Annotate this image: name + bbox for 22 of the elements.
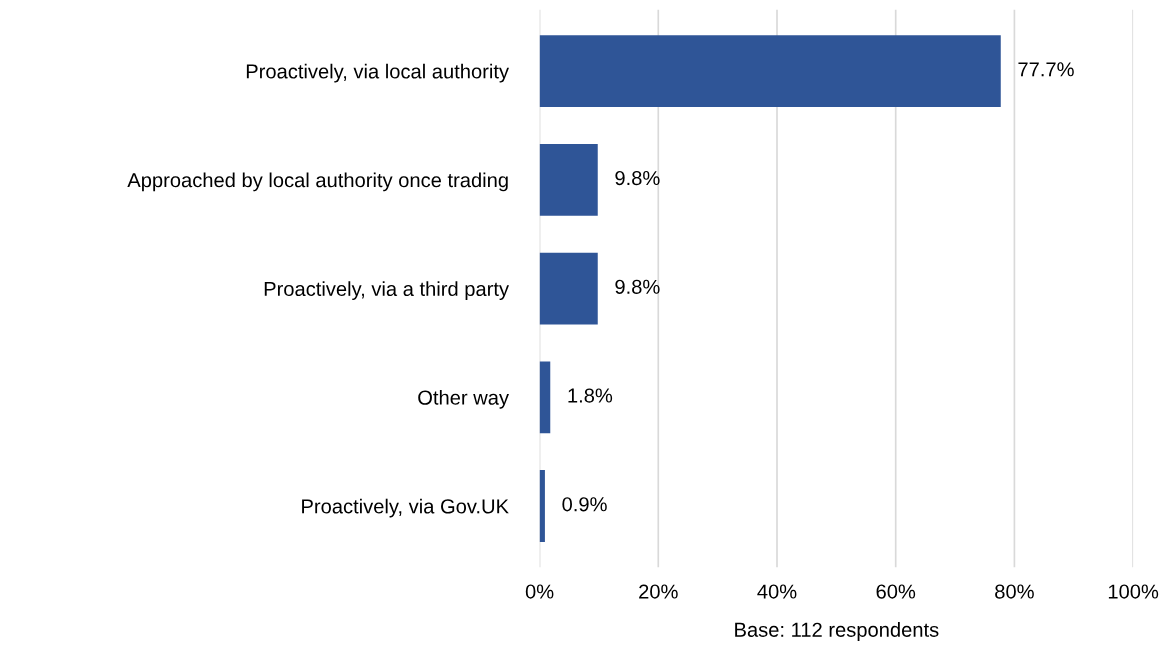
y-tick-label: Proactively, via a third party [264, 281, 509, 300]
x-tick-label: 20% [639, 584, 678, 599]
data-label: 1.8% [568, 388, 613, 403]
data-label: 77.7% [1018, 62, 1074, 77]
x-tick-label: 0% [525, 584, 554, 599]
data-label: 0.9% [562, 497, 607, 512]
x-tick-label: 100% [1108, 584, 1159, 599]
data-label: 9.8% [615, 170, 660, 186]
y-tick-label: Proactively, via Gov.UK [302, 498, 509, 518]
x-tick-label: 60% [876, 584, 916, 599]
bar [539, 470, 545, 542]
bar [539, 252, 598, 325]
bar [539, 35, 1001, 107]
x-tick-label: 80% [995, 584, 1034, 599]
y-tick-label: Proactively, via local authority [246, 63, 509, 83]
bar [539, 143, 598, 216]
y-tick-label: Approached by local authority once trading [127, 172, 508, 192]
y-tick-label: Other way [418, 389, 509, 409]
x-tick-label: 40% [757, 584, 797, 599]
bar [539, 361, 551, 434]
x-axis-title: Base: 112 respondents [735, 622, 939, 641]
data-label: 9.8% [615, 279, 660, 294]
